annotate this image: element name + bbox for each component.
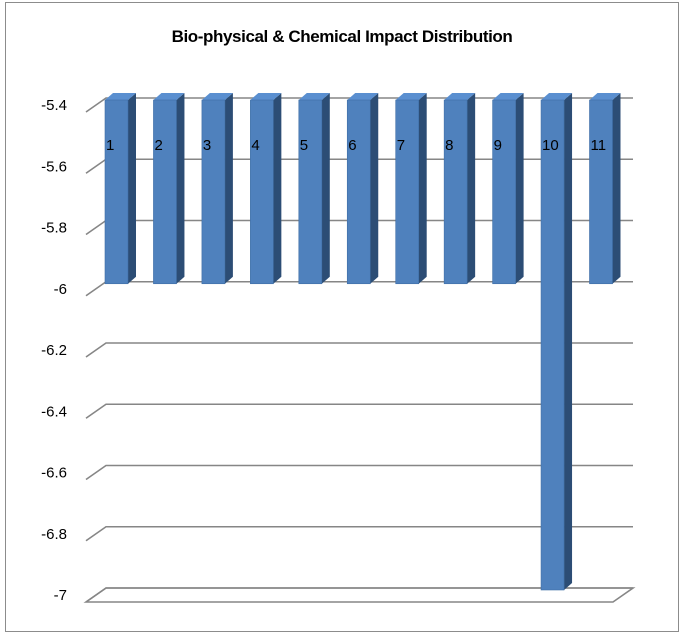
gridline	[85, 525, 633, 542]
category-label: 9	[494, 137, 502, 154]
bar	[492, 93, 524, 285]
category-label: 8	[445, 137, 453, 154]
y-tick-label: -6.4	[41, 403, 67, 420]
bar-side	[176, 93, 185, 284]
y-tick-label: -6.2	[41, 342, 67, 359]
bar-side	[418, 93, 427, 284]
category-label: 4	[251, 137, 259, 154]
bar-front	[201, 99, 226, 285]
bar-top	[250, 93, 282, 100]
category-label: 6	[348, 137, 356, 154]
y-tick-label: -5.4	[41, 97, 67, 114]
chart-title: Bio-physical & Chemical Impact Distribut…	[171, 27, 513, 46]
gridline	[85, 464, 633, 481]
bar	[346, 93, 379, 285]
y-tick-label: -6.6	[41, 465, 67, 482]
bar-top	[541, 93, 573, 100]
bar-front	[395, 99, 420, 285]
bar-front	[492, 99, 516, 285]
y-tick-label: -7	[54, 587, 67, 604]
bar-front	[443, 99, 468, 285]
y-tick-label: -6.8	[41, 526, 67, 543]
bar-side	[467, 93, 476, 284]
bar-top	[395, 93, 427, 100]
category-label: 10	[542, 137, 559, 154]
gridline	[85, 403, 633, 419]
category-label: 11	[591, 137, 607, 154]
bar	[153, 93, 185, 285]
bar	[201, 93, 233, 285]
bar	[589, 93, 621, 285]
bar-side	[564, 93, 573, 590]
bar	[395, 93, 427, 285]
bar-front	[250, 99, 274, 285]
bar-side	[612, 93, 621, 284]
bar-side	[515, 93, 524, 284]
bar-top	[298, 93, 330, 100]
floor	[83, 587, 636, 603]
bar-front	[540, 99, 565, 591]
category-label: 2	[154, 137, 162, 154]
bar-series	[104, 93, 621, 591]
bar-side	[273, 93, 282, 284]
bar	[443, 93, 476, 285]
bar-front	[298, 99, 323, 285]
y-axis: -5.4 -5.6 -5.8 -6 -6.2 -6.4 -6.6 -6.8 -7	[41, 97, 67, 604]
bar-front	[589, 99, 613, 285]
bar-top	[444, 93, 476, 100]
category-label: 5	[300, 137, 308, 154]
bar-top	[347, 93, 379, 100]
bar-front	[346, 99, 371, 285]
bar-front	[104, 99, 129, 285]
gridline	[85, 342, 633, 358]
bar-top	[589, 93, 621, 100]
bar	[298, 93, 330, 285]
category-label: 3	[203, 137, 211, 154]
bar	[250, 93, 282, 285]
bar-front	[153, 99, 177, 285]
bar-top	[153, 93, 185, 100]
category-label: 7	[397, 137, 405, 154]
bar-top	[492, 93, 524, 100]
bar-top	[105, 93, 136, 100]
bar-top	[201, 93, 233, 100]
bar	[540, 93, 573, 591]
y-tick-label: -5.6	[41, 158, 67, 175]
y-tick-label: -5.8	[41, 220, 67, 237]
bar	[104, 93, 136, 285]
bar-side	[370, 93, 379, 284]
bar-side	[224, 93, 233, 284]
category-label: 1	[106, 137, 114, 154]
category-labels: 1 2 3 4 5 6 7 8 9 10 11	[106, 137, 606, 154]
bar-side	[321, 93, 330, 284]
y-tick-label: -6	[54, 281, 67, 298]
bar-side	[128, 93, 136, 284]
